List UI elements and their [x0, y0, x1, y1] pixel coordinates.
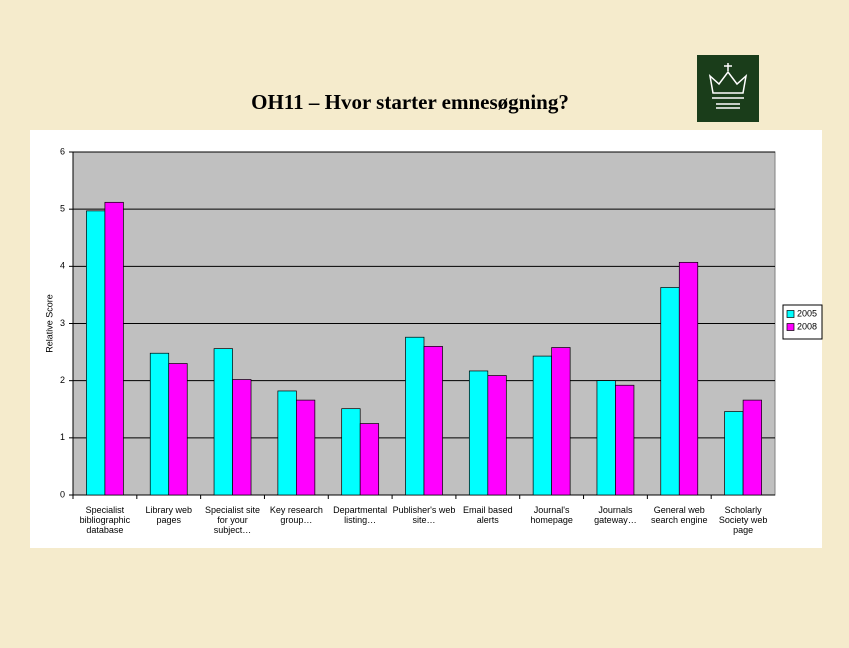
- y-tick-label: 3: [60, 318, 65, 328]
- bar: [742, 399, 762, 496]
- x-tick-label: Key research group…: [269, 505, 323, 525]
- bar: [296, 399, 316, 496]
- chart-title: OH11 – Hvor starter emnesøgning?: [251, 90, 569, 114]
- x-tick-label: Publisher's web site…: [392, 505, 456, 525]
- bar: [615, 384, 635, 496]
- y-tick-label: 6: [60, 146, 65, 156]
- bar: [678, 261, 699, 496]
- x-tick-label: Journals gateway…: [594, 505, 637, 525]
- bar: [596, 380, 616, 496]
- y-tick-label: 5: [60, 204, 65, 214]
- y-axis-label: Relative Score: [44, 294, 54, 353]
- bar: [232, 379, 252, 496]
- legend-swatch: [786, 323, 795, 331]
- legend-label: 2005: [797, 308, 817, 318]
- x-tick-label: Specialist site for your subject…: [205, 505, 261, 535]
- y-tick-label: 4: [60, 261, 65, 271]
- y-tick-label: 0: [60, 489, 65, 499]
- bar: [423, 346, 443, 496]
- bar: [468, 370, 489, 496]
- x-tick-label: Email based alerts: [463, 505, 513, 525]
- bar: [359, 423, 380, 496]
- bar: [532, 355, 552, 496]
- bar: [660, 287, 680, 496]
- bar: [405, 336, 425, 496]
- legend-label: 2008: [797, 321, 817, 331]
- bar: [168, 363, 188, 496]
- bar: [213, 348, 233, 496]
- x-tick-label: Library web pages: [145, 505, 192, 525]
- bar: [487, 375, 507, 496]
- bar: [104, 201, 124, 496]
- bar: [149, 352, 170, 496]
- logo: [697, 55, 759, 122]
- x-tick-label: Scholarly Society web page: [718, 505, 768, 535]
- bar: [277, 390, 297, 496]
- x-tick-label: General web search engine: [650, 505, 708, 525]
- bar: [341, 408, 361, 496]
- bar: [551, 347, 571, 496]
- bar: [86, 210, 106, 496]
- y-tick-label: 2: [60, 375, 65, 385]
- legend-swatch: [786, 310, 795, 318]
- bar: [724, 411, 744, 496]
- x-tick-label: Specialist bibliographic database: [79, 505, 131, 535]
- x-tick-label: Departmental listing…: [333, 505, 388, 525]
- y-tick-label: 1: [60, 432, 65, 442]
- x-tick-label: Journal's homepage: [530, 505, 573, 525]
